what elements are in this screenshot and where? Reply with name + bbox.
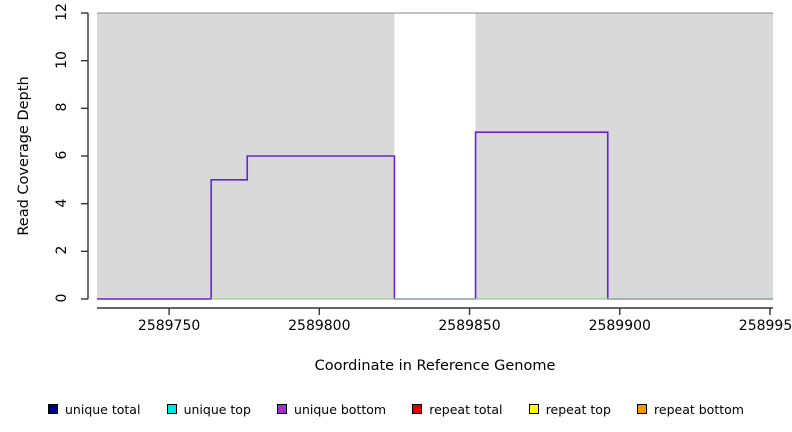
chart-legend: unique total unique top unique bottom repea… — [0, 398, 792, 420]
legend-swatch-icon — [48, 404, 58, 414]
legend-swatch-icon — [277, 404, 288, 414]
x-tick-label: 2589800 — [288, 318, 351, 334]
legend-item-unique-top: unique top — [166, 401, 251, 417]
legend-label: repeat bottom — [654, 401, 744, 417]
y-axis-title-container: Read Coverage Depth — [12, 6, 36, 306]
legend-swatch-icon — [528, 404, 539, 414]
y-tick-label: 12 — [54, 3, 70, 21]
legend-label: repeat total — [429, 401, 503, 417]
y-axis-title: Read Coverage Depth — [16, 76, 32, 236]
legend-label: unique total — [65, 401, 141, 417]
legend-item-unique-bottom: unique bottom — [277, 402, 386, 417]
x-axis-title: Coordinate in Reference Genome — [314, 358, 556, 374]
y-tick-label: 6 — [54, 150, 70, 160]
y-tick-label: 10 — [54, 50, 70, 69]
y-tick-label: 8 — [54, 102, 70, 112]
x-tick-label: 2589850 — [438, 318, 501, 334]
legend-item-unique-total: unique total — [48, 402, 140, 417]
series-unique-bottom — [97, 131, 773, 300]
legend-swatch-icon — [412, 404, 423, 414]
legend-item-repeat-bottom: repeat bottom — [637, 402, 744, 417]
x-tick-label: 2589950 — [738, 318, 792, 334]
legend-label: repeat top — [545, 401, 611, 417]
plot-background-bands — [97, 12, 773, 299]
y-tick-label: 0 — [54, 293, 70, 303]
x-tick-label: 2589900 — [588, 318, 651, 334]
plot-axes — [81, 12, 773, 315]
legend-label: unique top — [183, 401, 251, 417]
y-tick-label: 2 — [54, 245, 70, 255]
legend-swatch-icon — [637, 404, 648, 414]
plot-series — [97, 131, 773, 300]
legend-item-repeat-total: repeat total — [412, 401, 503, 417]
x-tick-label: 2589750 — [137, 318, 201, 334]
shaded-region-1 — [475, 13, 773, 299]
legend-swatch-icon — [166, 404, 177, 414]
y-tick-label: 4 — [54, 198, 70, 208]
legend-item-repeat-top: repeat top — [528, 401, 611, 417]
legend-label: unique bottom — [294, 401, 387, 417]
